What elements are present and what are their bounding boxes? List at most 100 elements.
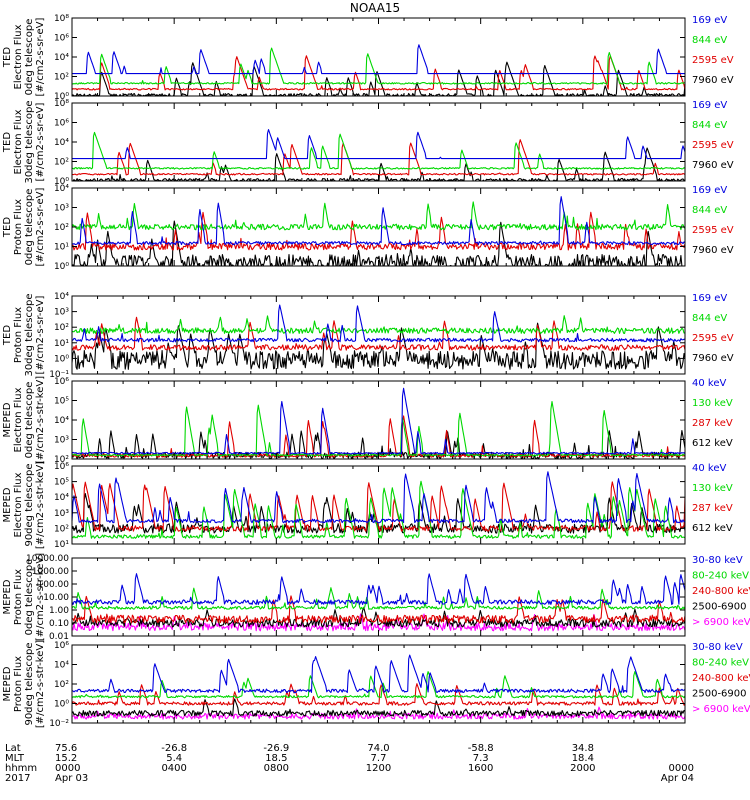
- y-tick-label: 10¹: [54, 243, 69, 253]
- x-row-value: -26.9: [263, 743, 289, 754]
- x-row-value: Apr 03: [55, 773, 88, 784]
- legend-entry: 287 keV: [692, 418, 733, 429]
- y-axis-label-line: TED: [2, 132, 13, 153]
- series-line-3: [71, 671, 686, 699]
- legend-entry: 844 eV: [692, 205, 727, 216]
- legend-entry: 40 keV: [692, 378, 726, 389]
- x-row-value: 0000: [55, 763, 80, 774]
- y-axis-label-line: TED: [2, 47, 13, 68]
- y-tick-label: 10⁰: [54, 92, 69, 102]
- y-axis-label-line: Electron Flux: [13, 24, 24, 89]
- y-axis-label-line: 30deg telescope: [24, 293, 35, 376]
- series-line-1: [71, 211, 686, 251]
- series-line-0: [71, 322, 686, 370]
- y-axis-label: MEPEDProton Flux0deg telescope[#/cm2-s-s…: [2, 553, 46, 641]
- x-row-value: 34.8: [572, 743, 594, 754]
- y-tick-label: 10⁶: [54, 641, 69, 651]
- legend-entry: 240-800 keV: [692, 673, 750, 684]
- y-axis-label-line: [#/cm2-s-str-keV]: [35, 376, 46, 464]
- y-tick-label: 10⁵: [54, 397, 69, 407]
- x-row-value: 7.3: [473, 753, 489, 764]
- y-tick-label: 10²: [54, 680, 69, 690]
- series-line-2: [71, 480, 686, 539]
- legend-entry: 7960 eV: [692, 75, 734, 86]
- panel-meped-proton-90: 10⁻² 10⁰ 10² 10⁴ 10⁶ MEPEDProton Flux90deg te…: [2, 640, 750, 729]
- y-tick-label: 0.01: [49, 632, 69, 642]
- series-line-1: [71, 139, 686, 176]
- y-axis-label-line: 0deg telescope: [24, 559, 35, 636]
- legend-entry: 169 eV: [692, 293, 727, 304]
- y-tick-label: 10²: [54, 455, 69, 465]
- legend-entry: > 6900 keV: [692, 617, 750, 628]
- y-tick-label: 10⁰: [54, 262, 69, 272]
- legend-entry: 130 keV: [692, 398, 733, 409]
- legend-entry: 169 eV: [692, 185, 727, 196]
- legend-entry: 2500-6900: [692, 602, 747, 613]
- series-line-0: [71, 220, 685, 267]
- x-row-value: Apr 04: [661, 773, 694, 784]
- panel-frame: [71, 380, 686, 460]
- y-tick-label: 10⁶: [54, 34, 69, 44]
- y-tick-label: 10³: [54, 204, 69, 214]
- y-axis-label-line: [#/cm2-s-str-keV]: [35, 553, 46, 641]
- series-line-3: [71, 304, 686, 343]
- x-row-value: 15.2: [55, 753, 77, 764]
- y-tick-label: 10⁸: [54, 14, 69, 24]
- panel-meped-proton-0: 0.010.101.0010.00100.001000.0010000.00ME…: [2, 553, 750, 642]
- y-axis-label-line: [#/cm2-s-sr-eV]: [35, 187, 46, 266]
- legend-entry: 612 keV: [692, 438, 733, 449]
- y-tick-label: 10⁸: [54, 99, 69, 109]
- y-axis-label-line: Proton Flux: [13, 656, 24, 712]
- x-row-value: 1600: [468, 763, 493, 774]
- legend-entry: 30-80 keV: [692, 555, 743, 566]
- y-tick-label: 10²: [54, 223, 69, 233]
- y-tick-label: 10¹: [54, 339, 69, 349]
- panel-ted-electron-30: 10⁰ 10² 10⁴ 10⁶ 10⁸ TEDElectron Flux30deg tel…: [2, 99, 734, 187]
- x-row-value: -26.8: [161, 743, 187, 754]
- y-tick-label: 10⁴: [54, 53, 69, 63]
- series-line-3: [71, 387, 686, 455]
- x-row-label: 2017: [5, 773, 30, 784]
- panel-ted-electron-0: 10⁰ 10² 10⁴ 10⁶ 10⁸ TEDElectron Flux0deg tele…: [2, 14, 734, 102]
- legend-entry: 2595 eV: [692, 55, 734, 66]
- y-tick-label: 10²: [54, 73, 69, 83]
- legend-entry: 130 keV: [692, 483, 733, 494]
- series-line-1: [71, 698, 686, 717]
- legend-entry: 844 eV: [692, 313, 727, 324]
- y-tick-label: 10³: [54, 308, 69, 318]
- x-row-label: Lat: [5, 743, 21, 754]
- y-axis-label-line: [#/cm2-s-str-keV]: [35, 461, 46, 549]
- y-axis-label-line: [#/cm2-s-sr-eV]: [35, 17, 46, 96]
- legend-entry: 80-240 keV: [692, 658, 749, 669]
- series-line-1: [71, 415, 686, 458]
- x-row-value: -58.8: [468, 743, 494, 754]
- x-row-label: MLT: [5, 753, 25, 764]
- legend-entry: 30-80 keV: [692, 642, 743, 653]
- x-row-value: 18.4: [572, 753, 594, 764]
- y-axis-label-line: Electron Flux: [13, 387, 24, 452]
- x-row-value: 75.6: [55, 743, 77, 754]
- y-tick-label: 10⁴: [54, 661, 69, 671]
- legend-entry: 7960 eV: [692, 160, 734, 171]
- y-axis-label-line: 0deg telescope: [24, 19, 35, 96]
- y-axis-label: MEPEDElectron Flux0deg telescope[#/cm2-s…: [2, 376, 46, 464]
- y-tick-label: 10³: [54, 509, 69, 519]
- series-line-2: [71, 47, 686, 85]
- y-axis-label-line: [#/cm2-s-str-keV]: [35, 640, 46, 728]
- y-axis-label-line: MEPED: [2, 579, 13, 614]
- series-line-1: [71, 316, 686, 351]
- series-line-4: [71, 573, 686, 605]
- y-axis-label-line: TED: [2, 325, 13, 346]
- y-tick-label: 100.00: [38, 580, 70, 590]
- y-tick-label: 10⁴: [54, 416, 69, 426]
- series-line-3: [72, 44, 685, 75]
- legend-entry: 240-800 keV: [692, 586, 750, 597]
- y-axis-label-line: MEPED: [2, 402, 13, 437]
- y-axis-label-line: MEPED: [2, 666, 13, 701]
- y-tick-label: 10¹: [54, 540, 69, 550]
- y-axis-label-line: [#/cm2-s-sr-eV]: [35, 295, 46, 374]
- y-tick-label: 1.00: [49, 606, 69, 616]
- legend-entry: 2595 eV: [692, 333, 734, 344]
- y-tick-label: 10⁰: [54, 700, 69, 710]
